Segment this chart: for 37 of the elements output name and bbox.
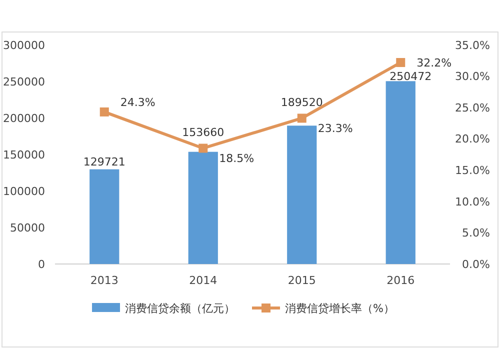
point bbox=[198, 144, 208, 153]
y-tick-label: 50000 bbox=[10, 221, 45, 234]
y-tick-label: 200000 bbox=[3, 112, 45, 125]
y-tick-label: 100000 bbox=[3, 184, 45, 198]
y2-tick-label: 0.0% bbox=[462, 258, 490, 271]
point bbox=[396, 58, 406, 68]
bar bbox=[287, 126, 317, 264]
data-label: 153660 bbox=[182, 126, 224, 140]
data-label: 23.3% bbox=[318, 122, 353, 136]
point bbox=[100, 107, 109, 116]
legend-label: 消费信贷余额（亿元） bbox=[125, 302, 235, 315]
y2-tick-label: 20.0% bbox=[455, 132, 490, 146]
y2-tick-label: 15.0% bbox=[455, 164, 490, 177]
data-label: 189520 bbox=[280, 96, 323, 110]
point bbox=[297, 114, 306, 123]
x-tick-label: 2013 bbox=[90, 274, 118, 287]
y-tick-label: 150000 bbox=[3, 148, 45, 162]
data-label: 250472 bbox=[390, 70, 432, 84]
bar bbox=[386, 81, 416, 264]
x-tick-label: 2015 bbox=[288, 274, 316, 287]
bar bbox=[90, 169, 120, 264]
data-label: 18.5% bbox=[219, 152, 254, 166]
x-tick-label: 2016 bbox=[386, 274, 415, 287]
data-label: 24.3% bbox=[120, 96, 156, 109]
data-label: 129721 bbox=[83, 155, 126, 168]
y2-tick-label: 25.0% bbox=[455, 101, 490, 114]
bar bbox=[188, 152, 218, 264]
y2-tick-label: 35.0% bbox=[455, 38, 490, 52]
y2-tick-label: 5.0% bbox=[462, 226, 490, 240]
y-tick-label: 300000 bbox=[3, 38, 45, 52]
y-tick-label: 250000 bbox=[3, 75, 45, 88]
y-tick-label: 0 bbox=[38, 258, 45, 271]
legend-label: 消费信贷增长率（%） bbox=[285, 302, 394, 315]
y2-tick-label: 30.0% bbox=[455, 70, 490, 84]
x-tick-label: 2014 bbox=[189, 274, 218, 287]
data-label: 32.2% bbox=[416, 56, 452, 70]
y2-tick-label: 10.0% bbox=[455, 195, 490, 208]
